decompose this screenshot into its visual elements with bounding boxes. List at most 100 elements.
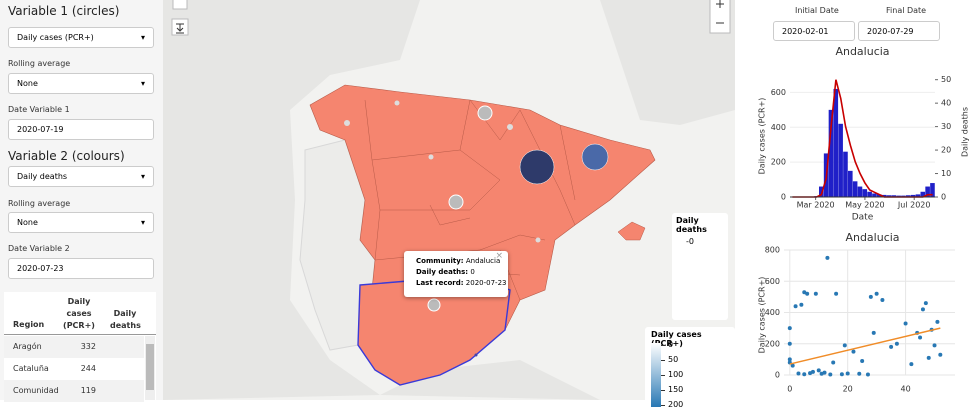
circle[interactable] [519,149,555,185]
circle[interactable] [344,120,350,126]
x-tick-label: May 2020 [845,201,884,210]
legend-tick-mark [661,345,665,346]
x-tick-label: Jul 2020 [897,201,931,210]
point [860,358,865,363]
x-tick-label: Mar 2020 [797,201,835,210]
fullscreen-button[interactable] [172,0,188,10]
legend-deaths: Daily deaths -0 [672,213,728,320]
scrollbar[interactable] [145,336,155,400]
x-tick-label: 20 [843,385,853,394]
date-input[interactable]: 2020-02-01 [773,21,855,41]
close[interactable]: × [495,251,503,261]
legend-tick: 200 [668,400,684,409]
circle[interactable] [477,105,493,121]
zoom-control[interactable] [709,0,731,34]
y-tick-label: 600 [765,277,780,286]
point [796,371,801,376]
bar [838,123,843,197]
color-ramp [651,343,661,407]
row[interactable] [4,380,144,402]
circle[interactable] [427,298,441,312]
point [894,341,899,346]
point [802,290,807,295]
download-icon [176,23,184,34]
x-axis-label: Date [852,213,874,223]
point [787,326,792,331]
tooltip: × Community: Andalucia Daily deaths: 0 Las… [404,251,508,297]
circle[interactable] [474,353,478,357]
date-input[interactable]: 2020-07-29 [858,21,940,41]
legend-cases: Daily cases (PCR+) 0 50 100 150 200 [645,327,735,409]
legend-tick: 0 [668,340,674,349]
bar [906,195,911,197]
label: Rolling average [8,59,71,68]
legend-tick-mark [661,390,665,391]
y2-tick-label: 10 [941,169,951,178]
legend-tick: 150 [668,385,684,394]
point [903,321,908,326]
point [868,294,873,299]
select[interactable]: None [8,73,154,94]
tooltip-key: Daily deaths: [416,268,469,276]
y-axis-label: Daily cases (PCR+) [758,277,767,354]
circle[interactable] [394,100,400,106]
bar [872,193,877,197]
header[interactable]: Daily cases (PCR+) [63,297,95,330]
point [787,357,792,362]
legend-tick: 50 [668,355,679,364]
zoom-icons [716,0,724,24]
y-tick-label: 400 [765,308,780,317]
y-tick-label: 0 [781,193,786,202]
y2-axis-label: Daily deaths [961,107,970,157]
y-tick-label: 0 [775,371,780,380]
select[interactable]: None [8,212,154,233]
bar [819,186,824,197]
select[interactable]: Daily deaths [8,166,154,187]
y-tick-label: 200 [771,158,786,167]
cell: Comunidad [13,386,59,395]
label: Rolling average [8,199,71,208]
row[interactable] [4,358,144,380]
legend-title: Daily cases (PCR+) [651,330,702,348]
bar [843,151,848,197]
legend-tick: -0 [686,237,694,246]
bar [930,183,935,197]
point [828,372,833,377]
circle[interactable] [535,237,541,243]
bar [852,181,858,197]
circle[interactable] [448,194,464,210]
page: Variable 1 (circles) Daily cases (PCR+) … [0,0,980,400]
y-tick-label: 600 [771,88,786,97]
date-input[interactable]: 2020-07-23 [8,258,154,279]
bar [877,194,882,197]
row[interactable] [4,336,144,358]
point [816,368,821,373]
heading: Variable 2 (colours) [8,149,125,163]
y2-tick-label: 20 [941,146,951,155]
bar [886,195,892,197]
circle[interactable] [507,124,513,130]
date-input[interactable]: 2020-07-19 [8,119,154,140]
header[interactable]: Daily deaths [110,309,141,330]
circle[interactable] [581,143,609,171]
bar [862,189,868,197]
point [909,362,914,367]
circle[interactable] [428,154,434,160]
y2-tick-label: 30 [941,122,951,131]
point [935,319,940,324]
point [880,298,885,302]
baleares[interactable] [617,221,646,241]
circles [344,100,609,357]
thumb[interactable] [146,344,154,390]
heading: Variable 1 (circles) [8,4,120,18]
bar [910,194,916,197]
header[interactable]: Region [13,320,45,329]
tooltip-value: 0 [470,268,475,276]
point [865,372,870,377]
charts: Andalucia Date Daily cases (PCR+) Daily dea… [758,45,970,394]
point [932,343,937,348]
point [842,343,847,348]
point [834,291,839,296]
y-tick-label: 200 [765,339,780,348]
select[interactable]: Daily cases (PCR+) [8,27,154,48]
